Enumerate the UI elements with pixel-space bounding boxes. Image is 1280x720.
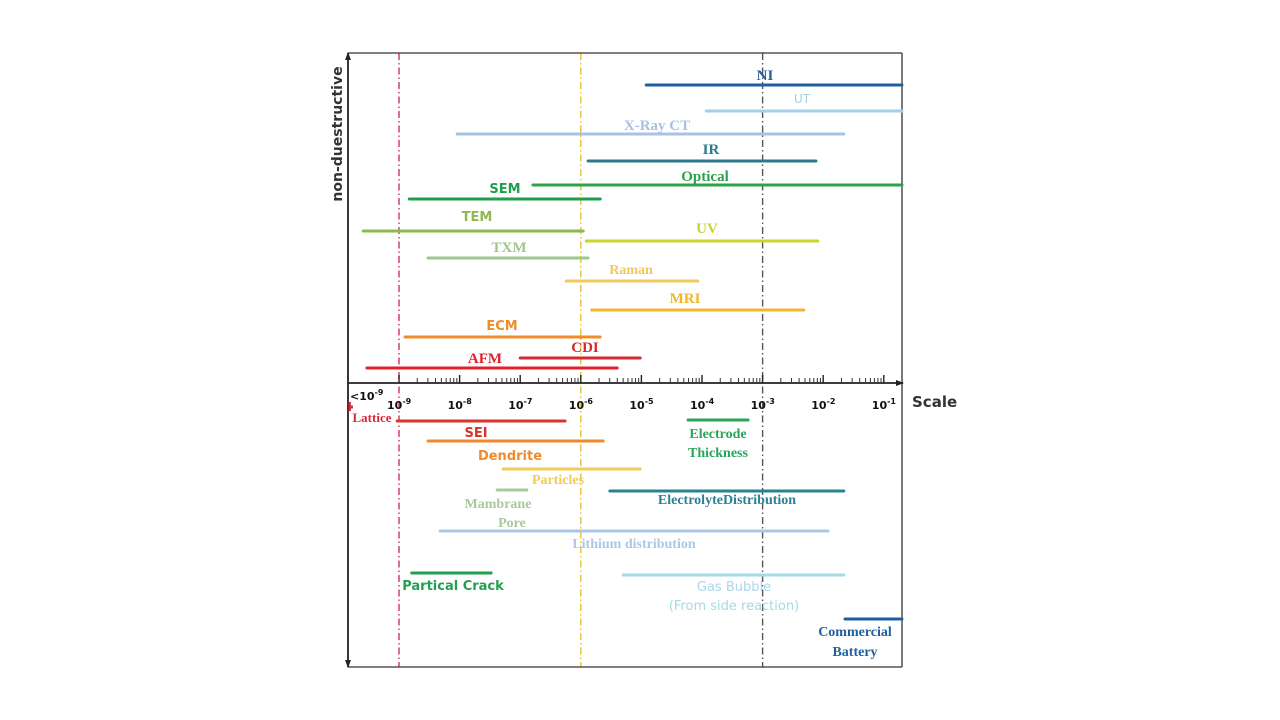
features-lithium-distribution: Lithium distribution bbox=[438, 529, 830, 552]
features-electrode-thickness: Electrode Thickness bbox=[686, 418, 750, 461]
techniques-ni: NI bbox=[644, 68, 904, 87]
x-tick-label: <10-9 bbox=[350, 388, 384, 403]
techniques-txm: TXM bbox=[426, 240, 590, 260]
features-mambrane-pore: Mambrane Pore bbox=[465, 488, 532, 531]
techniques-optical: Optical bbox=[531, 169, 904, 187]
features-lattice: Lattice bbox=[348, 402, 392, 425]
raman-label: Raman bbox=[609, 263, 653, 278]
gas-bubble-from-side-reaction-label: Gas Bubble bbox=[697, 580, 771, 595]
techniques-ir: IR bbox=[586, 142, 818, 163]
tick-exponent: -9 bbox=[375, 388, 384, 397]
dendrite-label: Dendrite bbox=[478, 449, 542, 464]
tem-label: TEM bbox=[462, 210, 493, 225]
tick-exponent: -7 bbox=[524, 397, 533, 406]
reference-lines bbox=[398, 53, 764, 667]
ir-label: IR bbox=[703, 142, 720, 158]
tick-base: <10 bbox=[350, 390, 375, 403]
tick-base: 10 bbox=[811, 399, 827, 412]
techniques-x-ray-ct: X-Ray CT bbox=[455, 118, 846, 136]
features-commercial-battery: Commercial Battery bbox=[818, 617, 904, 660]
techniques-sem: SEM bbox=[407, 182, 602, 201]
sem-label: SEM bbox=[489, 182, 520, 197]
x-axis-label: Scale bbox=[912, 393, 957, 411]
tick-base: 10 bbox=[448, 399, 464, 412]
tick-base: 10 bbox=[387, 399, 403, 412]
x-tick-label: 10-9 bbox=[387, 397, 412, 412]
technique-bars: NI UT X-Ray CT IR Optical SEM TEM UV TXM Raman MRI… bbox=[361, 68, 904, 370]
optical-label: Optical bbox=[681, 169, 729, 185]
tick-exponent: -5 bbox=[645, 397, 654, 406]
lattice-label: Lattice bbox=[353, 410, 392, 425]
x-tick-label: 10-7 bbox=[508, 397, 532, 412]
techniques-raman: Raman bbox=[564, 263, 700, 283]
x-tick-label: 10-3 bbox=[751, 397, 775, 412]
tick-base: 10 bbox=[569, 399, 585, 412]
commercial-battery-label: Commercial bbox=[818, 625, 892, 640]
partical-crack-label: Partical Crack bbox=[402, 579, 504, 594]
txm-label: TXM bbox=[492, 240, 527, 256]
tick-exponent: -8 bbox=[463, 397, 472, 406]
tick-exponent: -2 bbox=[827, 397, 836, 406]
y-axis-label: non-duestructive bbox=[330, 66, 346, 201]
electrode-thickness-label: Thickness bbox=[688, 446, 748, 461]
x-tick-labels: <10-910-9 10-8 10-7 10-6 10-5 10-4 10-3 10-2 10-… bbox=[350, 388, 896, 412]
uv-label: UV bbox=[696, 221, 718, 237]
ut-label: UT bbox=[794, 92, 811, 106]
techniques-tem: TEM bbox=[361, 210, 585, 233]
chart-frame bbox=[345, 52, 904, 668]
x-axis-ticks bbox=[398, 375, 885, 383]
mambrane-pore-label: Pore bbox=[498, 516, 526, 531]
mri-label: MRI bbox=[670, 291, 701, 307]
tick-base: 10 bbox=[629, 399, 645, 412]
tick-base: 10 bbox=[690, 399, 706, 412]
techniques-cdi: CDI bbox=[518, 340, 642, 360]
lithium-distribution-label: Lithium distribution bbox=[572, 537, 696, 552]
afm-label: AFM bbox=[468, 351, 502, 367]
sei-label: SEI bbox=[464, 426, 487, 441]
x-tick-label: 10-2 bbox=[811, 397, 835, 412]
tick-base: 10 bbox=[508, 399, 524, 412]
features-partical-crack: Partical Crack bbox=[402, 571, 504, 594]
tick-exponent: -9 bbox=[402, 397, 411, 406]
ni-label: NI bbox=[757, 68, 774, 84]
x-tick-label: 10-4 bbox=[690, 397, 715, 412]
commercial-battery-label: Battery bbox=[832, 645, 877, 660]
techniques-ut: UT bbox=[704, 92, 904, 113]
features-particles: Particles bbox=[501, 467, 642, 488]
tick-base: 10 bbox=[751, 399, 767, 412]
ecm-label: ECM bbox=[486, 319, 517, 334]
gas-bubble-from-side-reaction-label: (From side reaction) bbox=[669, 599, 799, 614]
electrolytedistribution-label: ElectrolyteDistribution bbox=[658, 493, 796, 508]
x-tick-label: 10-5 bbox=[629, 397, 654, 412]
tick-exponent: -1 bbox=[887, 397, 896, 406]
cdi-label: CDI bbox=[571, 340, 599, 356]
x-tick-label: 10-1 bbox=[872, 397, 897, 412]
techniques-afm: AFM bbox=[365, 351, 619, 370]
x-tick-label: 10-6 bbox=[569, 397, 594, 412]
tick-base: 10 bbox=[872, 399, 888, 412]
features-dendrite: Dendrite bbox=[426, 439, 605, 464]
electrode-thickness-label: Electrode bbox=[689, 427, 746, 442]
tick-exponent: -4 bbox=[705, 397, 714, 406]
techniques-mri: MRI bbox=[590, 291, 806, 312]
tick-exponent: -3 bbox=[766, 397, 775, 406]
features-sei: SEI bbox=[395, 419, 567, 441]
features-gas-bubble-from-side-reaction: Gas Bubble (From side reaction) bbox=[621, 573, 846, 614]
x-tick-label: 10-8 bbox=[448, 397, 473, 412]
particles-label: Particles bbox=[532, 473, 585, 488]
features-electrolytedistribution: ElectrolyteDistribution bbox=[608, 489, 846, 508]
x-ray-ct-label: X-Ray CT bbox=[624, 118, 690, 134]
techniques-uv: UV bbox=[584, 221, 820, 243]
tick-exponent: -6 bbox=[584, 397, 593, 406]
techniques-ecm: ECM bbox=[403, 319, 602, 339]
mambrane-pore-label: Mambrane bbox=[465, 497, 532, 512]
